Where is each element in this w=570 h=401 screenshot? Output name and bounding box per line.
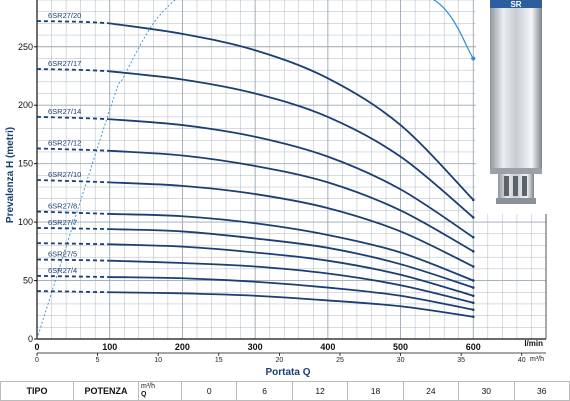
x-tick-label-lmin: 600 xyxy=(466,342,481,352)
x-unit-lmin: l/min xyxy=(524,339,543,348)
col-potenza: POTENZA xyxy=(73,381,139,401)
x-tick-label-m3h: 35 xyxy=(457,357,465,364)
series-endpoint xyxy=(471,286,475,289)
series-endpoint xyxy=(471,265,475,268)
series-curve xyxy=(109,70,474,219)
series-endpoint xyxy=(471,294,475,298)
col-tipo: TIPO xyxy=(0,381,74,401)
q-value: 6 xyxy=(236,381,293,401)
series-endpoint xyxy=(471,279,475,282)
y-tick-label: 100 xyxy=(18,217,33,227)
series-label: 6SR27/7 xyxy=(48,218,77,227)
series-endpoint xyxy=(471,250,475,253)
spec-table: TIPO POTENZA m³/h Q 0 6 12 18 24 30 36 xyxy=(0,381,570,401)
x-tick-label-m3h: 15 xyxy=(215,357,223,364)
series-curve-dashed xyxy=(36,20,110,25)
x-axis-label: Portata Q xyxy=(265,367,310,378)
series-curve-dashed xyxy=(36,227,110,231)
series-label: 6SR27/5 xyxy=(48,250,77,259)
pump-brand: SR xyxy=(510,0,521,9)
q-value: 30 xyxy=(458,381,515,401)
y-tick-label: 50 xyxy=(23,276,33,286)
envelope-line xyxy=(36,0,176,340)
x-tick-label-lmin: 200 xyxy=(175,342,190,352)
series-label: 6SR27/20 xyxy=(48,11,81,20)
y-tick-label: 0 xyxy=(28,334,33,344)
series-label: 6SR27/4 xyxy=(48,266,77,275)
q-value: 24 xyxy=(402,381,460,401)
efficiency-curve-endpoint xyxy=(471,56,476,61)
pump-product-image: SR xyxy=(476,0,556,214)
pump-performance-chart: 6SR27/20 6SR27/17 6SR27/14 6SR27/12 6SR27/10… xyxy=(5,0,547,378)
series-curve-dashed xyxy=(36,68,110,73)
series-curve xyxy=(109,118,474,239)
q-value: 18 xyxy=(347,381,404,401)
series-label: 6SR27/17 xyxy=(48,59,81,68)
y-tick-label: 250 xyxy=(18,42,33,52)
q-unit-cell: m³/h Q xyxy=(138,381,182,401)
q-value: 12 xyxy=(291,381,349,401)
series-label: 6SR27/8 xyxy=(48,202,77,211)
series-curve-dashed xyxy=(36,258,110,262)
series-labels: 6SR27/20 6SR27/17 6SR27/14 6SR27/12 6SR27/10… xyxy=(48,11,81,275)
q-label: Q xyxy=(141,391,147,398)
series-curve xyxy=(109,291,474,318)
efficiency-curve xyxy=(432,0,474,59)
x-tick-label-m3h: 40 xyxy=(518,357,526,364)
series-curve-dashed xyxy=(36,115,110,121)
x-tick-label-m3h: 25 xyxy=(336,357,344,364)
y-axis-label: Prevalenza H (metri) xyxy=(5,127,16,223)
series-curve xyxy=(109,22,474,201)
series-endpoint xyxy=(471,315,475,319)
series-curve-dashed xyxy=(36,179,110,184)
x-tick-label-m3h: 5 xyxy=(96,357,100,364)
series-curve xyxy=(109,276,474,311)
series-curve-dashed xyxy=(36,210,110,215)
series-curve-dashed xyxy=(36,242,110,246)
y-tick-label: 200 xyxy=(18,100,33,110)
unit-m3h: m³/h xyxy=(141,383,155,390)
series-label: 6SR27/10 xyxy=(48,170,81,179)
q-value: 0 xyxy=(180,381,238,401)
series-endpoint xyxy=(471,308,475,312)
x-unit-m3h: m³/h xyxy=(530,356,544,363)
x-tick-label-m3h: 30 xyxy=(397,357,405,364)
x-tick-label-lmin: 300 xyxy=(248,342,263,352)
y-tick-label: 150 xyxy=(18,159,33,169)
series-endpoint xyxy=(471,216,475,219)
x-tick-label-m3h: 10 xyxy=(154,357,162,364)
series-curve xyxy=(109,228,474,289)
series-curve xyxy=(109,213,474,282)
x-tick-label-m3h: 20 xyxy=(275,357,283,364)
table-row: TIPO POTENZA m³/h Q 0 6 12 18 24 30 36 xyxy=(0,381,570,401)
series-curve-dashed xyxy=(36,147,110,152)
x-tick-label-lmin: 100 xyxy=(102,342,117,352)
series-curve xyxy=(109,149,474,253)
x-tick-label-lmin: 400 xyxy=(320,342,335,352)
series-curve xyxy=(109,243,474,297)
series-label: 6SR27/12 xyxy=(48,138,81,147)
series-curve-dashed xyxy=(36,290,110,294)
series-label: 6SR27/14 xyxy=(48,107,81,116)
x-tick-label-lmin: 0 xyxy=(34,342,39,352)
x-tick-label-lmin: 500 xyxy=(393,342,408,352)
series-endpoint xyxy=(471,198,475,202)
series-curve xyxy=(109,181,474,268)
x-tick-label-m3h: 0 xyxy=(35,357,39,364)
series-curve xyxy=(109,259,474,304)
q-value: 36 xyxy=(513,381,570,401)
series-endpoint xyxy=(471,301,475,305)
performance-curves xyxy=(36,0,476,340)
tick-labels: 0 50 100 150 200 250 0 100 200 300 400 500 600 0 5 10 15… xyxy=(18,42,526,364)
series-curve-dashed xyxy=(36,274,110,278)
series-endpoint xyxy=(471,236,475,239)
